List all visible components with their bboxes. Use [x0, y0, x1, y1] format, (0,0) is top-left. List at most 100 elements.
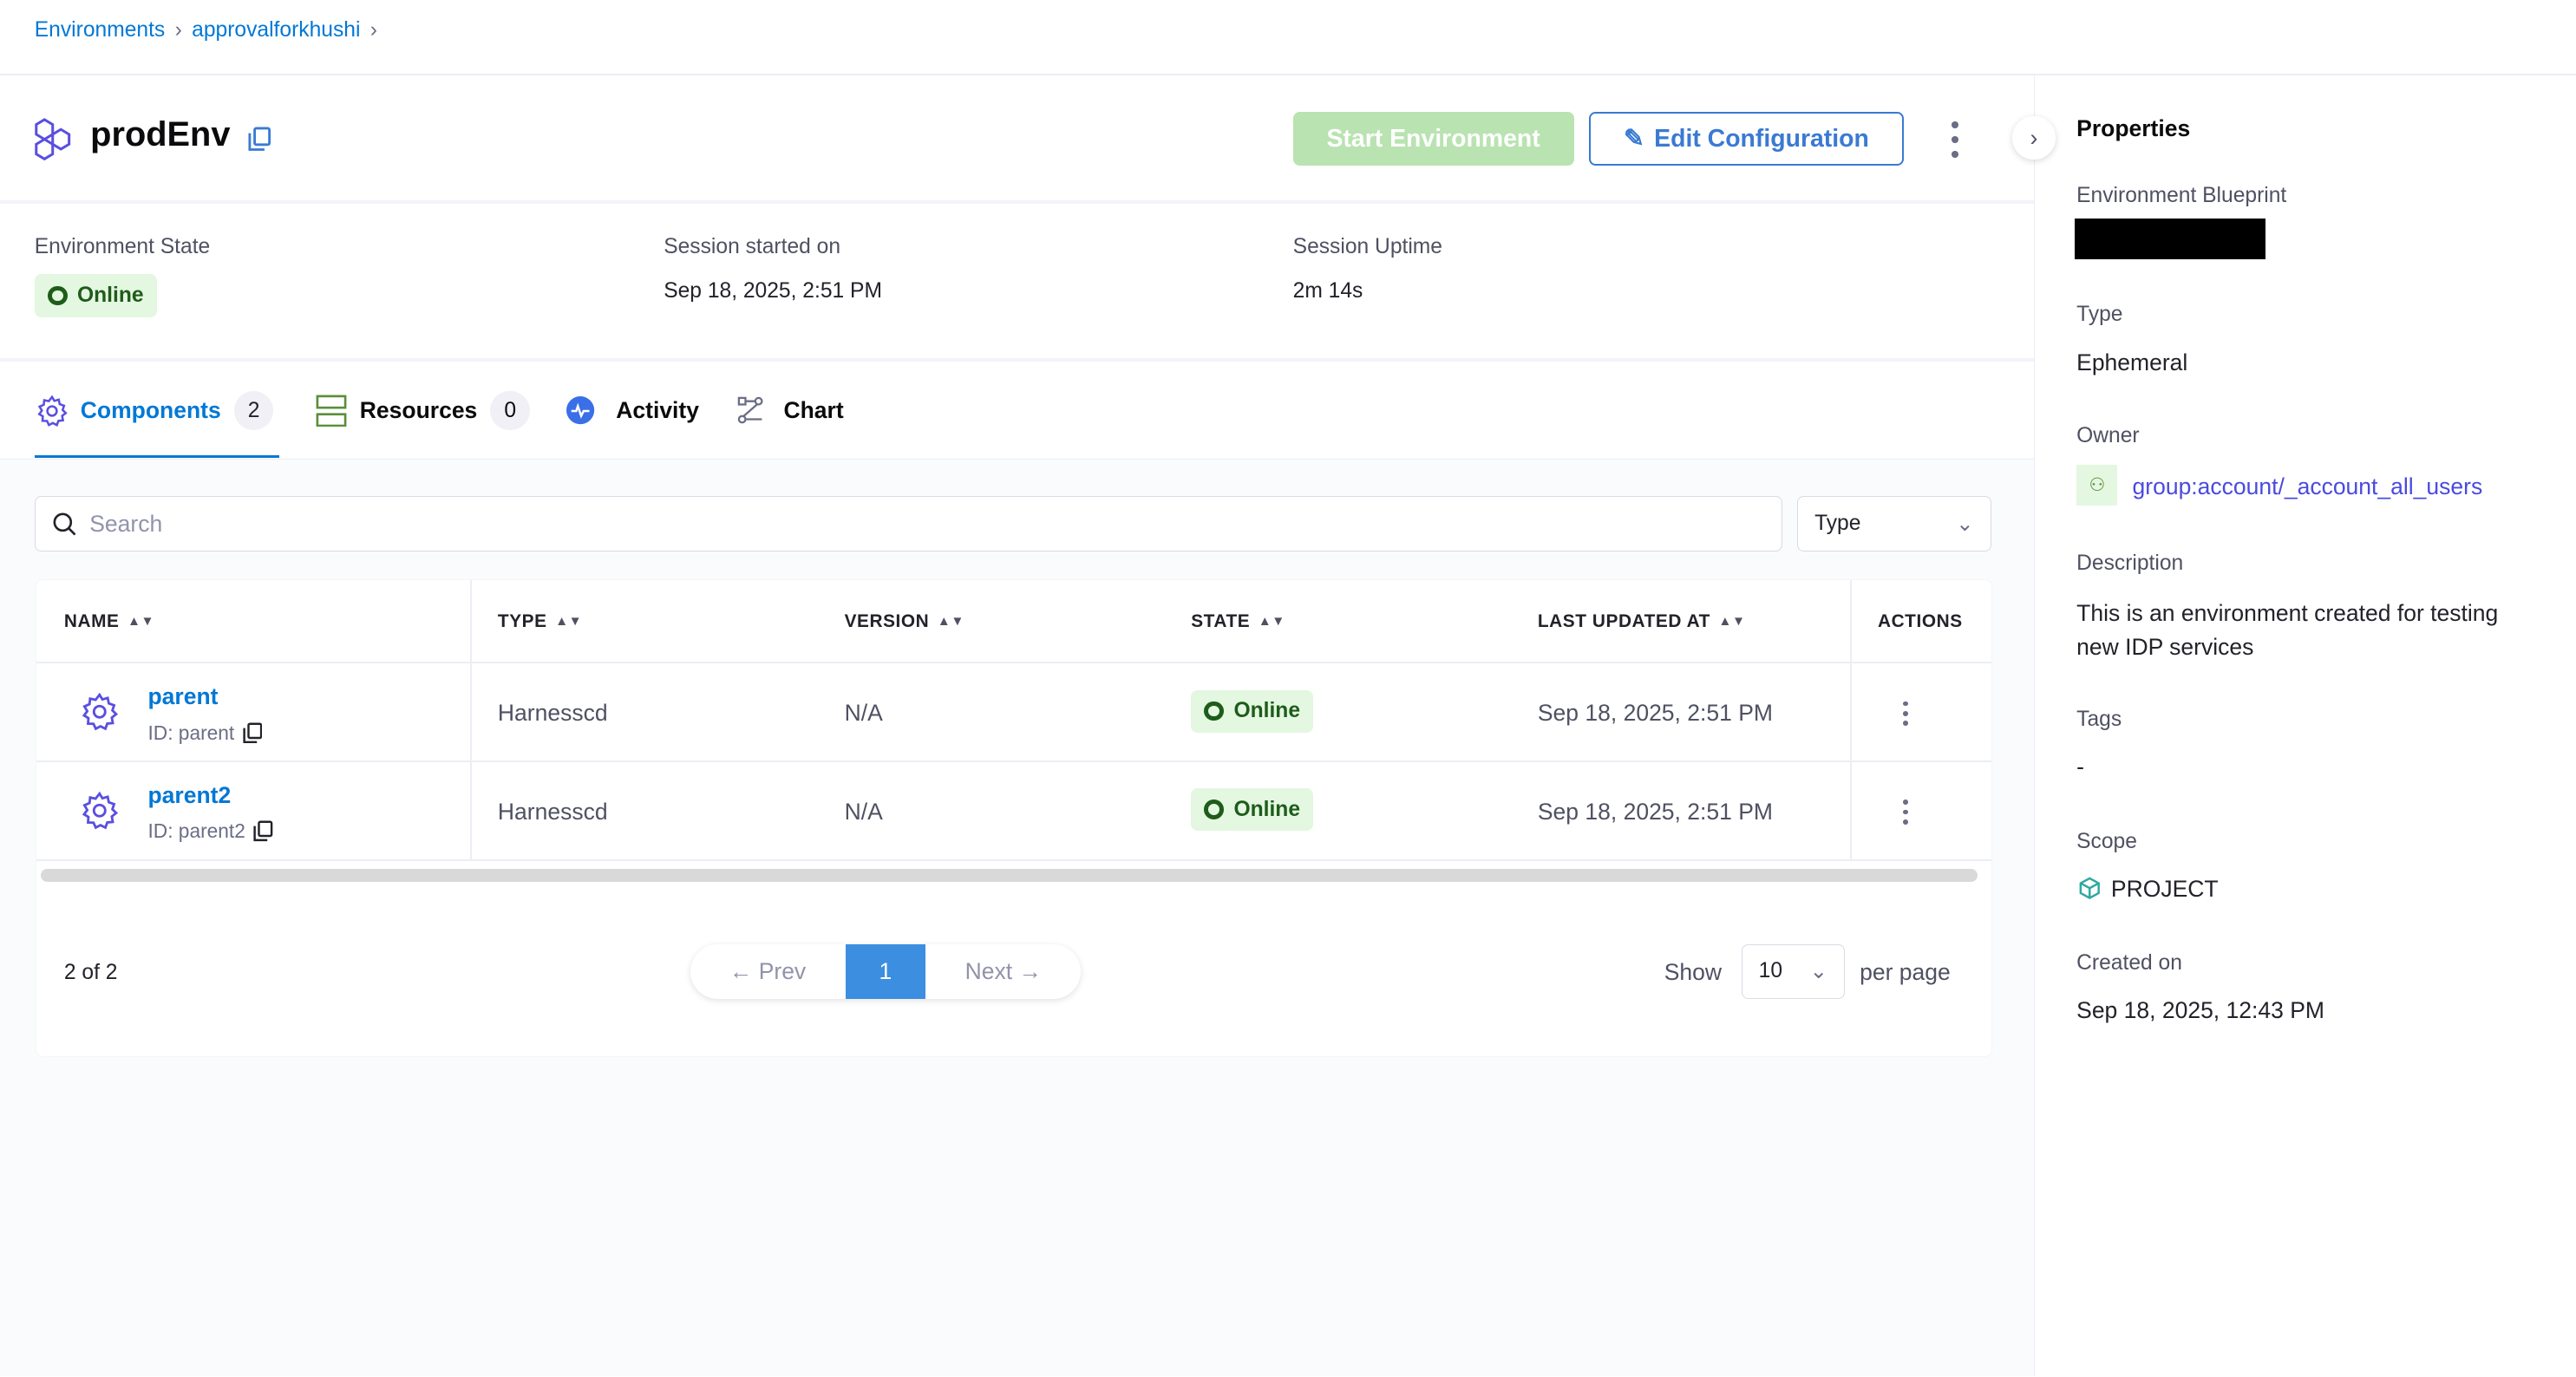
gear-icon [82, 693, 118, 731]
scope-label: Scope [2076, 829, 2137, 853]
column-label: VERSION [844, 610, 930, 631]
pagination: ← Prev 1 Next → [690, 944, 1082, 999]
created-label: Created on [2076, 950, 2182, 975]
row-actions-icon[interactable] [1893, 701, 1919, 727]
divider [36, 858, 1991, 861]
divider [0, 74, 2576, 76]
breadcrumb-project[interactable]: approvalforkhushi [192, 17, 361, 42]
column-header-version[interactable]: VERSION ▲▼ [845, 611, 964, 632]
component-name-link[interactable]: parent2 [147, 781, 232, 808]
chevron-down-icon: ⌄ [1809, 960, 1828, 984]
component-type: Harnesscd [497, 798, 608, 825]
component-id: ID: parent2 [147, 819, 273, 843]
chevron-right-icon: › [369, 17, 377, 42]
copy-icon[interactable] [248, 127, 271, 151]
more-options-icon[interactable] [1942, 121, 1968, 158]
tab-bar [0, 361, 2034, 460]
session-uptime-value: 2m 14s [1292, 278, 1363, 303]
copy-icon[interactable] [243, 722, 263, 744]
search-icon [53, 512, 76, 536]
gear-icon [82, 791, 118, 830]
tags-value: - [2076, 754, 2084, 780]
environment-state-label: Environment State [34, 234, 211, 258]
per-page-label: per page [1860, 959, 1951, 986]
status-badge: Online [34, 274, 157, 317]
start-environment-button[interactable]: Start Environment [1292, 111, 1574, 166]
blueprint-label: Environment Blueprint [2076, 184, 2287, 208]
status-text: Online [1233, 797, 1301, 821]
page-1-button[interactable]: 1 [845, 944, 926, 999]
tags-label: Tags [2076, 708, 2122, 732]
search-input[interactable] [89, 510, 1733, 538]
type-filter-value: Type [1814, 512, 1861, 536]
status-badge: Online [1191, 788, 1314, 832]
component-id-text: ID: parent [147, 721, 235, 744]
column-header-type[interactable]: TYPE ▲▼ [498, 611, 582, 632]
sort-icon: ▲▼ [937, 614, 964, 630]
tab-count: 2 [233, 390, 274, 431]
column-header-last-updated[interactable]: LAST UPDATED AT ▲▼ [1538, 611, 1746, 632]
type-label: Type [2076, 302, 2123, 326]
description-label: Description [2076, 551, 2184, 576]
edit-configuration-label: Edit Configuration [1654, 124, 1869, 153]
component-type: Harnesscd [497, 699, 608, 726]
per-page-select[interactable]: 10 ⌄ [1741, 944, 1846, 999]
status-text: Online [76, 283, 144, 307]
search-input-wrapper[interactable] [34, 496, 1783, 552]
divider [36, 662, 1991, 664]
copy-icon[interactable] [253, 820, 273, 842]
gear-icon [37, 395, 68, 427]
tab-label: Chart [783, 397, 844, 423]
column-header-name[interactable]: NAME ▲▼ [64, 611, 154, 632]
chevron-right-icon: › [2030, 124, 2038, 151]
tab-activity[interactable]: Activity [566, 391, 699, 430]
sort-icon: ▲▼ [1258, 614, 1285, 630]
sort-icon: ▲▼ [555, 614, 583, 630]
column-label: STATE [1191, 610, 1251, 631]
next-page-button[interactable]: Next → [964, 957, 1042, 984]
activity-icon [566, 396, 595, 425]
component-version: N/A [844, 699, 883, 726]
row-actions-icon[interactable] [1893, 799, 1919, 825]
environment-hexagon-icon [35, 118, 71, 161]
component-last-updated: Sep 18, 2025, 2:51 PM [1537, 798, 1773, 825]
component-last-updated: Sep 18, 2025, 2:51 PM [1537, 699, 1773, 726]
column-label: NAME [63, 610, 120, 631]
tab-resources[interactable]: Resources 0 [316, 390, 530, 431]
divider [36, 760, 1991, 762]
status-dot-icon [1204, 799, 1225, 820]
tab-label: Activity [616, 397, 699, 423]
show-label: Show [1664, 959, 1723, 986]
per-page-value: 10 [1758, 959, 1783, 983]
tab-components[interactable]: Components 2 [36, 390, 274, 431]
status-dot-icon [1204, 701, 1225, 721]
page-title: prodEnv [90, 114, 231, 153]
user-group-icon: ⚇ [2076, 465, 2118, 506]
column-label: ACTIONS [1877, 610, 1963, 631]
properties-title: Properties [2076, 114, 2191, 141]
session-uptime-label: Session Uptime [1292, 234, 1442, 258]
component-id-text: ID: parent2 [147, 819, 245, 843]
description-value: This is an environment created for testi… [2076, 599, 2499, 661]
session-started-value: Sep 18, 2025, 2:51 PM [664, 278, 882, 303]
horizontal-scrollbar[interactable] [41, 868, 1978, 883]
tab-label: Resources [359, 397, 478, 423]
prev-page-button[interactable]: ← Prev [729, 957, 807, 984]
status-dot-icon [47, 285, 68, 306]
pencil-icon: ✎ [1623, 125, 1644, 153]
collapse-panel-button[interactable]: › [2012, 116, 2056, 160]
active-tab-indicator [34, 454, 279, 459]
redacted-blueprint [2075, 218, 2265, 260]
edit-configuration-button[interactable]: ✎ Edit Configuration [1588, 111, 1905, 166]
column-header-state[interactable]: STATE ▲▼ [1191, 611, 1285, 632]
tab-chart[interactable]: Chart [737, 391, 844, 430]
type-filter-select[interactable]: Type ⌄ [1797, 496, 1991, 552]
column-divider [1849, 579, 1852, 861]
owner-link[interactable]: group:account/_account_all_users [2132, 473, 2483, 499]
breadcrumb-environments[interactable]: Environments [34, 17, 166, 42]
properties-panel [2033, 75, 2576, 1377]
server-icon [316, 395, 347, 427]
component-name-link[interactable]: parent [147, 682, 219, 709]
column-header-actions: ACTIONS [1878, 611, 1963, 632]
scope-value: PROJECT [2110, 875, 2219, 902]
